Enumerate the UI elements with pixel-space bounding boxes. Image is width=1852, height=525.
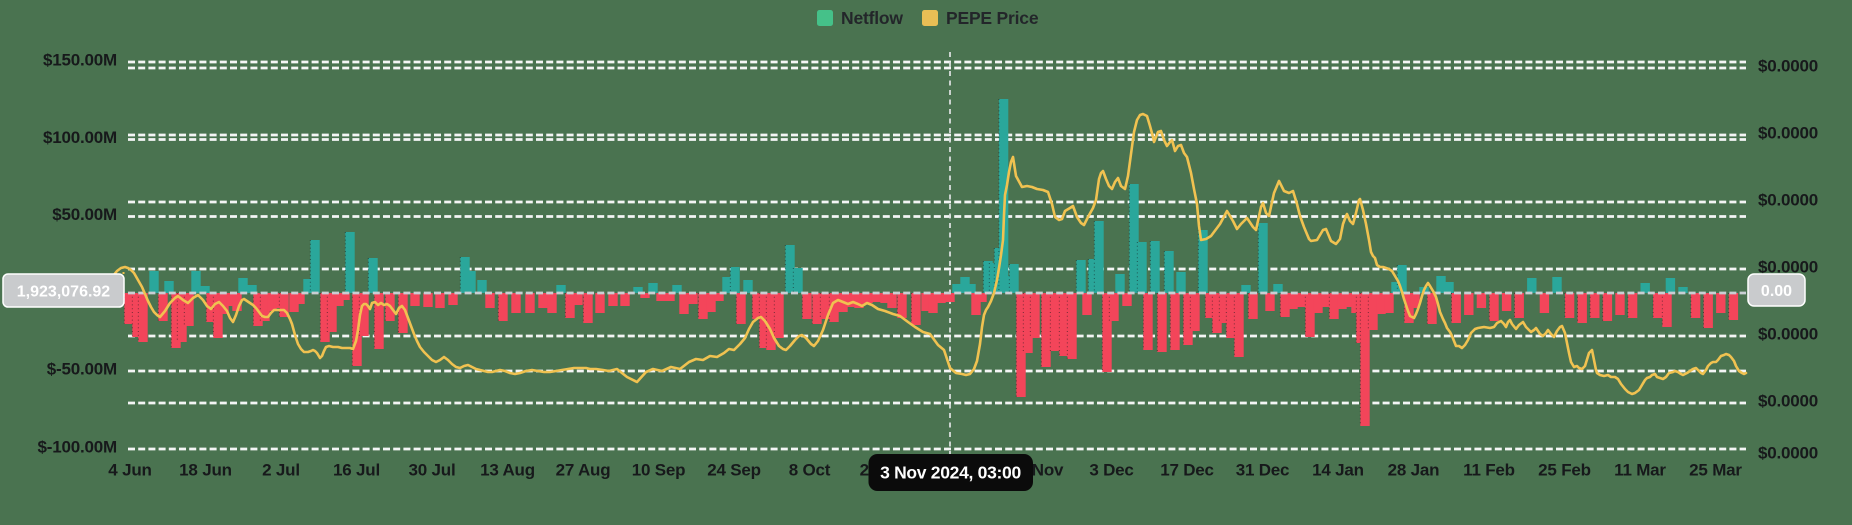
svg-text:3 Dec: 3 Dec [1089, 461, 1133, 480]
svg-text:11 Feb: 11 Feb [1463, 461, 1515, 480]
svg-text:PEPE Price: PEPE Price [946, 8, 1039, 28]
svg-text:$0.0000: $0.0000 [1758, 124, 1818, 143]
svg-text:$100.00M: $100.00M [43, 128, 117, 147]
svg-text:25 Mar: 25 Mar [1689, 461, 1742, 480]
svg-text:$0.0000: $0.0000 [1758, 191, 1818, 210]
svg-text:17 Dec: 17 Dec [1160, 461, 1214, 480]
svg-text:$0.0000: $0.0000 [1758, 57, 1818, 76]
svg-text:30 Jul: 30 Jul [409, 461, 456, 480]
svg-text:Netflow: Netflow [841, 8, 903, 28]
svg-text:$0.0000: $0.0000 [1758, 258, 1818, 277]
svg-text:$0.0000: $0.0000 [1758, 325, 1818, 344]
svg-text:10 Sep: 10 Sep [632, 461, 686, 480]
svg-text:14 Jan: 14 Jan [1312, 461, 1364, 480]
svg-text:0.00: 0.00 [1761, 283, 1792, 300]
svg-text:13 Aug: 13 Aug [480, 461, 535, 480]
svg-text:$-50.00M: $-50.00M [47, 360, 117, 379]
svg-text:1,923,076.92: 1,923,076.92 [17, 284, 111, 301]
svg-text:27 Aug: 27 Aug [556, 461, 611, 480]
svg-text:$-100.00M: $-100.00M [38, 438, 118, 457]
svg-text:28 Jan: 28 Jan [1388, 461, 1440, 480]
svg-text:25 Feb: 25 Feb [1538, 461, 1591, 480]
svg-text:$150.00M: $150.00M [43, 51, 117, 70]
svg-text:$0.0000: $0.0000 [1758, 444, 1818, 463]
svg-text:2 Jul: 2 Jul [262, 461, 300, 480]
svg-text:$0.0000: $0.0000 [1758, 392, 1818, 411]
svg-text:8 Oct: 8 Oct [789, 461, 831, 480]
svg-text:$50.00M: $50.00M [52, 205, 117, 224]
svg-text:11 Mar: 11 Mar [1614, 461, 1666, 480]
svg-text:18 Jun: 18 Jun [179, 461, 232, 480]
svg-text:24 Sep: 24 Sep [707, 461, 761, 480]
svg-text:31 Dec: 31 Dec [1236, 461, 1290, 480]
svg-text:4 Jun: 4 Jun [108, 461, 151, 480]
svg-text:3 Nov 2024, 03:00: 3 Nov 2024, 03:00 [880, 463, 1021, 483]
svg-text:16 Jul: 16 Jul [333, 461, 380, 480]
